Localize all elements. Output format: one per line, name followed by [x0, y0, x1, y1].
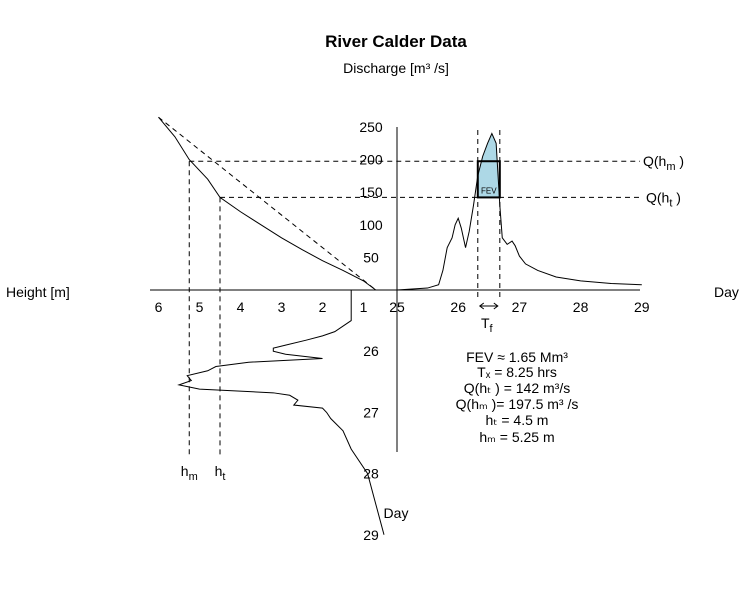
- tf-arrow-head-right: [493, 302, 499, 310]
- rating-curve-line: [158, 116, 377, 291]
- q-hm-label: Q(hm ): [643, 153, 684, 173]
- right-axis-label: Day: [714, 284, 739, 300]
- fev-label: FEV: [481, 186, 497, 195]
- annotation-line-1: FEV ≈ 1.65 Mm³: [466, 349, 568, 365]
- chart-title: River Calder Data: [325, 32, 467, 51]
- y-tick-label-day-28: 28: [363, 466, 379, 482]
- x-tick-label-height-5: 5: [196, 299, 204, 315]
- x-tick-label-height-3: 3: [278, 299, 286, 315]
- guide-lines: [188, 130, 640, 455]
- x-tick-label-height-4: 4: [237, 299, 245, 315]
- annotation-line-6: hₘ = 5.25 m: [479, 429, 554, 445]
- y-tick-label-day-27: 27: [363, 404, 379, 420]
- y-tick-label-day-26: 26: [363, 343, 379, 359]
- tf-label: Tf: [481, 315, 494, 335]
- data-curves: FEV: [158, 116, 642, 535]
- tf-arrow-head-left: [478, 302, 485, 310]
- threshold-labels: Tf Q(hm ) Q(ht ) hm ht: [181, 153, 684, 483]
- y-tick-label-discharge-250: 250: [359, 119, 383, 135]
- x-tick-label-height-1: 1: [360, 299, 368, 315]
- x-tick-label-day-26: 26: [450, 299, 466, 315]
- annotation-line-5: hₜ = 4.5 m: [486, 412, 549, 428]
- bottom-axis-label: Day: [384, 505, 409, 521]
- annotation-line-3: Q(hₜ ) = 142 m³/s: [464, 380, 570, 396]
- fev-area: [477, 133, 500, 198]
- x-tick-label-height-2: 2: [319, 299, 327, 315]
- ht-label: ht: [215, 463, 226, 483]
- hydrograph-line: [396, 132, 642, 291]
- y-tick-label-day-29: 29: [363, 527, 379, 543]
- x-tick-label-day-29: 29: [634, 299, 650, 315]
- annotation-line-4: Q(hₘ )= 197.5 m³ /s: [456, 396, 579, 412]
- q-ht-label: Q(ht ): [646, 189, 681, 209]
- rating-curve-linear-reference: [158, 116, 377, 291]
- y-tick-label-discharge-50: 50: [363, 249, 379, 265]
- x-tick-label-day-27: 27: [512, 299, 528, 315]
- chart-subtitle: Discharge [m³ /s]: [343, 60, 449, 76]
- tick-labels: 25 26 27 28 29 50 100 150 200 250 6 5 4 3 2 1 26 27 28 29: [155, 119, 650, 543]
- x-tick-label-day-28: 28: [573, 299, 589, 315]
- y-tick-label-discharge-100: 100: [359, 217, 383, 233]
- x-tick-label-height-6: 6: [155, 299, 163, 315]
- stage-hydrograph-line: [177, 290, 385, 535]
- hm-label: hm: [181, 463, 198, 483]
- x-tick-label-day-25: 25: [389, 299, 405, 315]
- y-tick-label-discharge-200: 200: [359, 152, 383, 168]
- annotation-line-2: Tₓ = 8.25 hrs: [477, 364, 557, 380]
- left-axis-label: Height [m]: [6, 284, 70, 300]
- y-tick-label-discharge-150: 150: [359, 184, 383, 200]
